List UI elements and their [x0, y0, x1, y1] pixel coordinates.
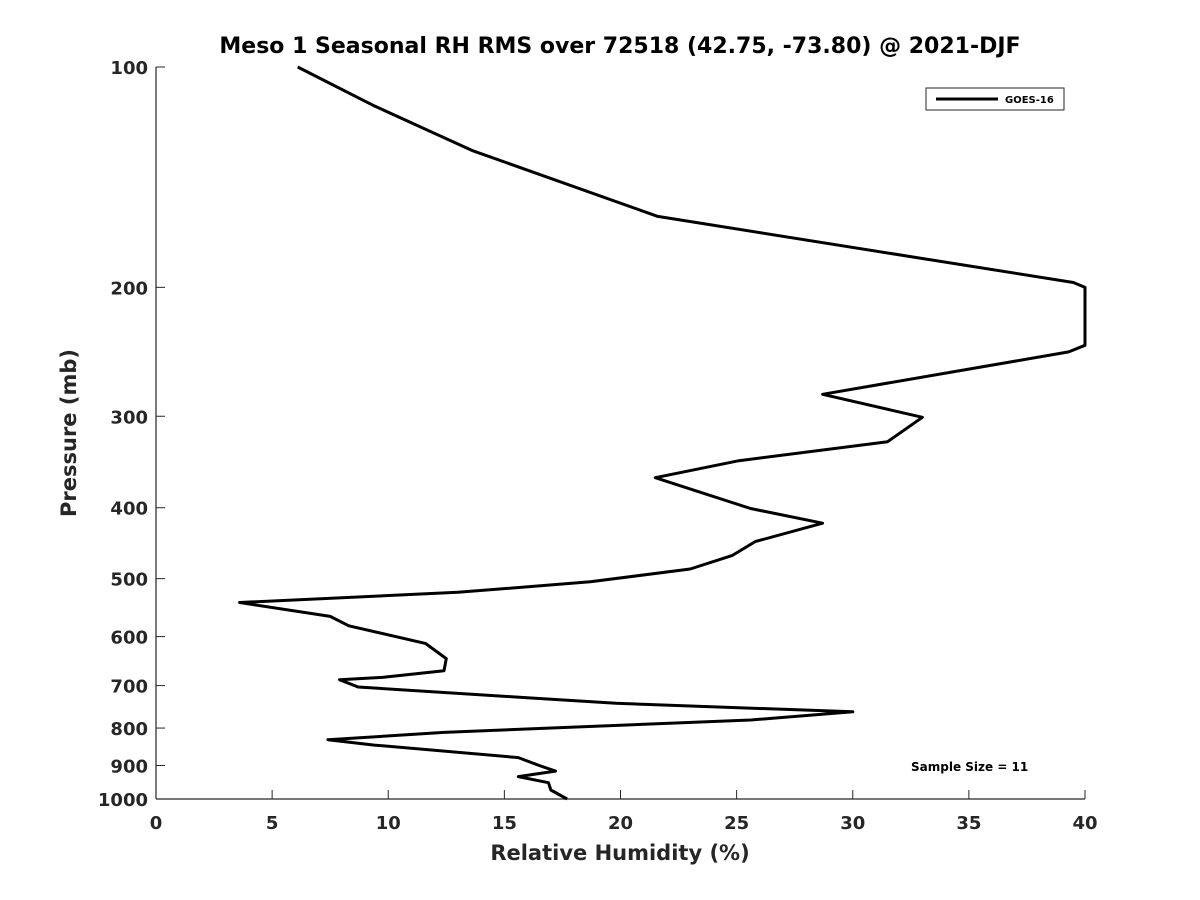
x-tick-label: 30	[840, 813, 865, 834]
y-tick-label: 1000	[98, 790, 148, 811]
x-axis-ticks: 0 5 10 15 20 25 30 35 40	[150, 790, 1098, 834]
x-tick-label: 25	[724, 813, 749, 834]
y-tick-label: 400	[110, 499, 148, 520]
chart-title: Meso 1 Seasonal RH RMS over 72518 (42.75…	[219, 34, 1020, 59]
y-tick-label: 700	[110, 677, 148, 698]
plot-area	[156, 67, 1085, 799]
x-tick-label: 40	[1072, 813, 1097, 834]
y-tick-label: 200	[110, 278, 148, 299]
legend-label-goes-16: GOES-16	[1005, 95, 1054, 106]
y-axis-label: Pressure (mb)	[57, 349, 81, 517]
series-layer	[238, 65, 1087, 801]
x-tick-label: 20	[608, 813, 633, 834]
x-tick-label: 0	[150, 813, 163, 834]
sample-size-annotation: Sample Size = 11	[911, 760, 1028, 774]
y-tick-label: 100	[110, 58, 148, 79]
legend: GOES-16	[925, 87, 1065, 111]
y-tick-label: 600	[110, 628, 148, 649]
x-tick-label: 10	[376, 813, 401, 834]
y-tick-label: 300	[110, 407, 148, 428]
y-tick-label: 800	[110, 719, 148, 740]
y-tick-label: 900	[110, 757, 148, 778]
x-tick-label: 15	[492, 813, 517, 834]
y-axis-ticks: 100 200 300 400 500 600 700 800 900 1000	[98, 58, 165, 811]
x-axis-label: Relative Humidity (%)	[490, 841, 749, 865]
x-tick-label: 35	[956, 813, 981, 834]
series-line-goes-16	[238, 65, 1087, 801]
x-tick-label: 5	[266, 813, 279, 834]
y-tick-label: 500	[110, 570, 148, 591]
